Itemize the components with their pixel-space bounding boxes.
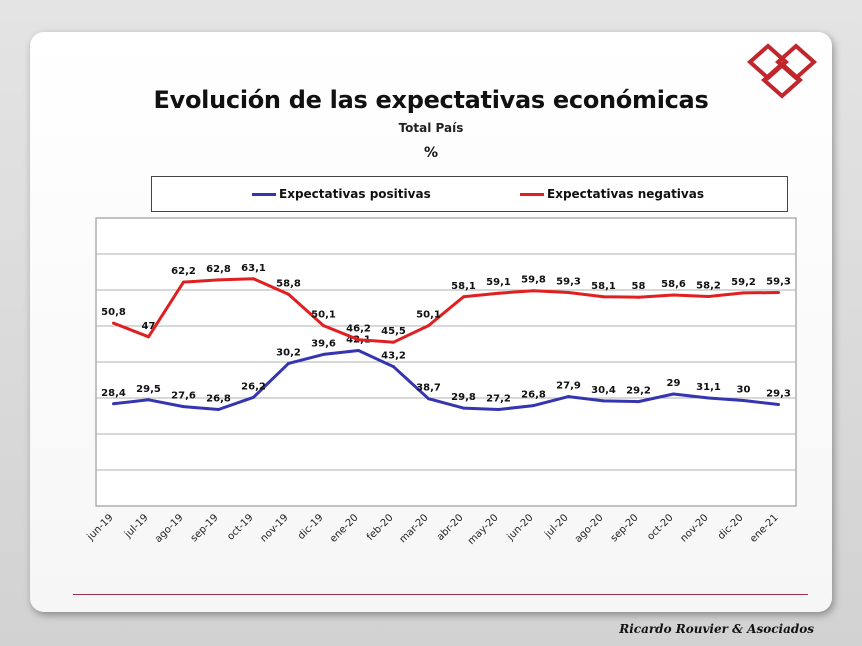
signature: Ricardo Rouvier & Asociados [619, 622, 814, 636]
legend-swatch-positive [252, 192, 276, 196]
chart-subtitle: Total País [398, 121, 464, 135]
legend-item-positive: Expectativas positivas [252, 187, 431, 201]
footer-divider [73, 594, 808, 595]
company-logo-icon [746, 43, 818, 99]
legend-swatch-negative [520, 192, 544, 196]
chart-legend: Expectativas positivas Expectativas nega… [151, 176, 788, 212]
legend-item-negative: Expectativas negativas [520, 187, 704, 201]
unit-label: % [423, 145, 439, 161]
legend-label-negative: Expectativas negativas [547, 187, 704, 201]
legend-label-positive: Expectativas positivas [279, 187, 431, 201]
slide-card [30, 32, 832, 612]
chart-title: Evolución de las expectativas económicas [153, 86, 709, 114]
